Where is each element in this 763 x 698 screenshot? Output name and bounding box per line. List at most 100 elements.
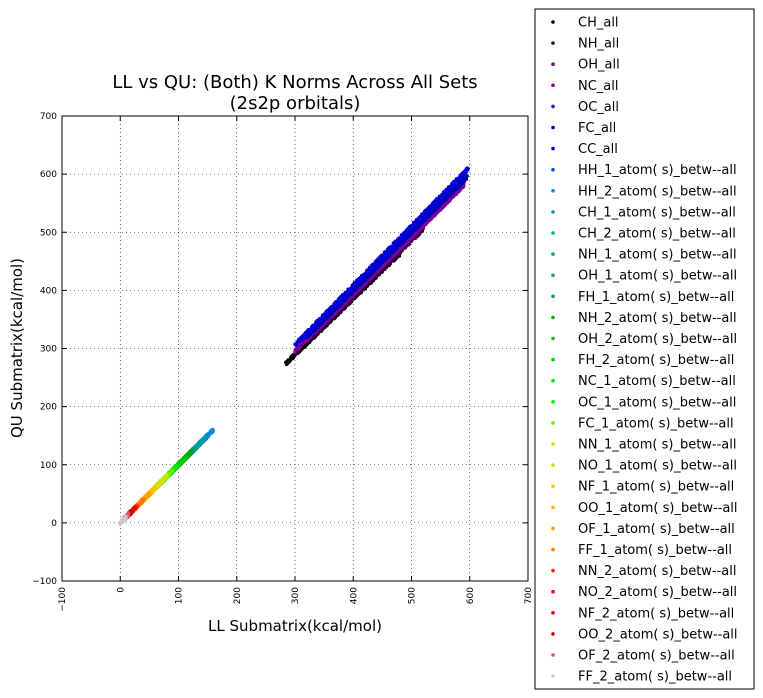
data-point: [445, 189, 450, 194]
legend-label: FC_1_atom( s)_betw--all: [578, 416, 734, 431]
legend-label: OO_2_atom( s)_betw--all: [578, 627, 738, 642]
legend-marker: [551, 442, 555, 446]
legend-marker: [551, 167, 555, 172]
legend-label: FH_1_atom( s)_betw--all: [578, 290, 734, 305]
legend-label: CH_1_atom( s)_betw--all: [578, 205, 736, 220]
legend-marker: [551, 83, 555, 88]
x-tick-label: 100: [175, 587, 185, 604]
legend-label: NO_1_atom( s)_betw--all: [578, 459, 737, 474]
chart-title: LL vs QU: (Both) K Norms Across All Sets: [112, 72, 477, 93]
data-point: [465, 168, 470, 172]
data-point: [458, 187, 463, 192]
data-point: [133, 506, 138, 511]
data-points: [118, 166, 470, 527]
x-tick-label: 600: [466, 587, 476, 604]
data-point: [182, 457, 187, 462]
y-tick-label: 100: [40, 461, 57, 471]
legend-label: NN_1_atom( s)_betw--all: [578, 438, 737, 453]
legend-marker: [551, 125, 555, 130]
chart-subtitle: (2s2p orbitals): [230, 93, 361, 114]
legend-marker: [551, 505, 555, 510]
data-point: [427, 214, 431, 219]
data-point: [197, 441, 201, 445]
y-tick-label: 400: [40, 286, 57, 296]
x-tick-label: 700: [524, 587, 534, 604]
legend-label: OC_1_atom( s)_betw--all: [578, 395, 736, 410]
data-point: [124, 515, 128, 520]
legend-label: NF_1_atom( s)_betw--all: [578, 480, 734, 495]
legend-marker: [551, 252, 555, 256]
data-point: [185, 455, 189, 460]
legend-marker: [551, 653, 555, 657]
legend-marker: [551, 273, 555, 278]
series-FF_2_atom( s)_betw--all: [118, 514, 128, 527]
y-tick-label: 500: [40, 228, 57, 238]
legend-label: FC_all: [578, 121, 616, 136]
legend-marker: [551, 210, 555, 214]
legend-label: FF_1_atom( s)_betw--all: [578, 543, 732, 558]
y-tick-label: 0: [51, 519, 57, 529]
series-CC_all: [293, 166, 470, 347]
legend-marker: [551, 357, 555, 362]
y-tick-label: −100: [32, 577, 57, 587]
data-point: [153, 485, 158, 490]
legend-label: NO_2_atom( s)_betw--all: [578, 585, 737, 600]
legend-marker: [551, 674, 555, 678]
x-tick-label: 300: [291, 587, 301, 604]
legend-label: FF_2_atom( s)_betw--all: [578, 670, 732, 685]
legend-marker: [551, 421, 555, 425]
data-point: [188, 451, 192, 456]
legend-marker: [551, 104, 555, 109]
legend-label: NH_all: [578, 37, 619, 52]
data-point: [464, 170, 468, 175]
legend-marker: [551, 400, 555, 404]
data-point: [199, 438, 204, 443]
legend-box: [534, 8, 755, 690]
y-tick-label: 600: [40, 170, 57, 180]
legend: CH_all NH_all OH_all NC_all OC_all FC_all CC_a…: [551, 16, 738, 685]
legend-label: CC_all: [578, 142, 618, 157]
x-tick-label: −100: [58, 587, 68, 612]
data-point: [211, 429, 216, 433]
legend-marker: [551, 336, 555, 341]
data-point: [135, 504, 140, 508]
x-tick-label: 400: [349, 587, 359, 604]
y-tick-label: 300: [40, 345, 57, 355]
legend-marker: [551, 378, 555, 383]
legend-label: NF_2_atom( s)_betw--all: [578, 606, 734, 621]
legend-label: FH_2_atom( s)_betw--all: [578, 353, 734, 368]
y-axis-label: QU Submatrix(kcal/mol): [8, 258, 26, 438]
data-point: [176, 464, 181, 468]
legend-label: OF_2_atom( s)_betw--all: [578, 649, 735, 664]
data-point: [167, 473, 172, 477]
x-axis: −100 0 100 200 300 400 500 600 700: [58, 116, 534, 612]
legend-label: NC_1_atom( s)_betw--all: [578, 374, 736, 389]
legend-label: OO_1_atom( s)_betw--all: [578, 501, 738, 516]
legend-marker: [551, 484, 555, 489]
data-point: [364, 272, 368, 277]
legend-label: OF_1_atom( s)_betw--all: [578, 522, 735, 537]
data-point: [173, 467, 178, 471]
legend-label: OH_2_atom( s)_betw--all: [578, 332, 737, 347]
legend-label: CH_2_atom( s)_betw--all: [578, 227, 736, 242]
legend-label: OH_all: [578, 58, 620, 73]
legend-label: NH_1_atom( s)_betw--all: [578, 248, 737, 263]
series-FC_all: [304, 174, 469, 339]
legend-marker: [551, 146, 555, 151]
legend-label: CH_all: [578, 16, 619, 31]
legend-marker: [551, 41, 555, 45]
legend-label: NC_all: [578, 79, 619, 94]
data-point: [165, 472, 169, 477]
x-tick-label: 0: [116, 587, 126, 593]
legend-marker: [551, 231, 555, 235]
data-point: [465, 174, 469, 178]
legend-marker: [551, 294, 555, 299]
legend-marker: [551, 632, 555, 636]
legend-label: HH_2_atom( s)_betw--all: [578, 184, 737, 199]
legend-marker: [551, 526, 555, 531]
legend-marker: [551, 463, 555, 467]
data-point: [461, 179, 466, 184]
data-point: [164, 475, 169, 480]
legend-marker: [551, 547, 555, 552]
data-point: [147, 492, 152, 497]
